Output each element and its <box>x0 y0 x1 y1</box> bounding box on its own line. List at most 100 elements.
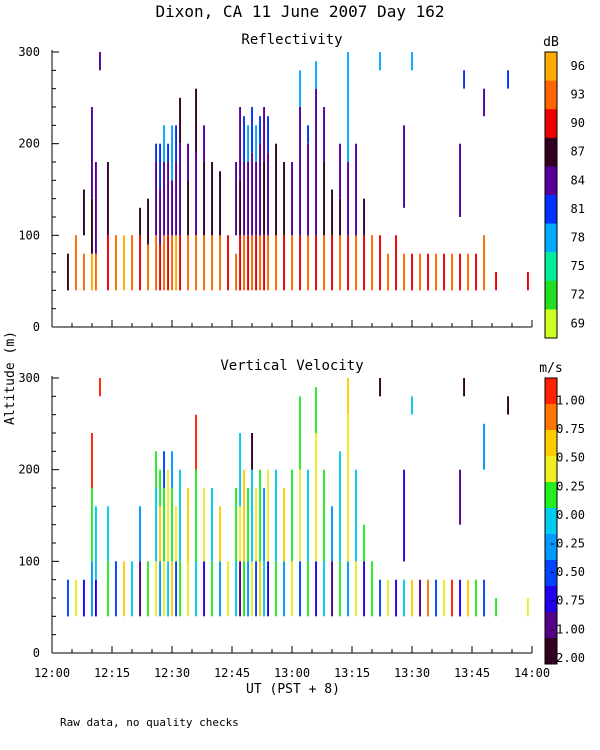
data-cell <box>379 52 381 71</box>
data-cell <box>263 561 265 617</box>
data-cell <box>527 272 529 291</box>
data-cell <box>115 561 117 617</box>
data-cell <box>247 235 249 291</box>
data-cell <box>275 235 277 291</box>
data-cell <box>443 579 445 617</box>
data-cell <box>107 561 109 617</box>
data-cell <box>267 561 269 617</box>
data-cell <box>235 162 237 236</box>
colorbar-swatch <box>545 508 557 535</box>
data-cell <box>331 235 333 291</box>
data-cell <box>403 579 405 617</box>
colorbar-label: 1.00 <box>556 393 585 407</box>
data-cell <box>495 272 497 291</box>
data-cell <box>171 451 173 488</box>
y-tick-label: 100 <box>18 228 40 242</box>
data-cell <box>347 561 349 617</box>
data-cell <box>163 451 165 488</box>
data-cell <box>347 162 349 236</box>
data-cell <box>163 125 165 162</box>
data-cell <box>255 162 257 236</box>
data-cell <box>239 235 241 291</box>
data-cell <box>187 143 189 181</box>
x-tick-label: 13:30 <box>394 666 430 680</box>
data-cell <box>263 162 265 236</box>
data-cell <box>387 579 389 617</box>
data-cell <box>355 469 357 562</box>
data-cell <box>95 162 97 254</box>
data-cell <box>395 235 397 291</box>
colorbar-swatch <box>545 534 557 561</box>
data-cell <box>355 143 357 236</box>
data-cell <box>179 97 181 144</box>
data-cell <box>403 253 405 291</box>
data-cell <box>483 423 485 470</box>
data-cell <box>167 561 169 617</box>
colorbar-frame <box>544 377 558 665</box>
data-cell <box>283 561 285 617</box>
data-cell <box>363 524 365 562</box>
data-cell <box>475 579 477 617</box>
data-cell <box>251 107 253 153</box>
data-cell <box>195 414 197 470</box>
data-cell <box>483 579 485 617</box>
footer-note: Raw data, no quality checks <box>60 716 239 729</box>
data-cell <box>255 125 257 162</box>
data-cell <box>299 396 301 470</box>
data-cell <box>167 162 169 236</box>
data-cell <box>211 162 213 236</box>
data-cell <box>463 70 465 89</box>
data-cell <box>195 469 197 562</box>
data-cell <box>315 433 317 562</box>
data-cell <box>235 488 237 562</box>
data-cell <box>459 143 461 217</box>
data-cell <box>163 235 165 291</box>
y-tick-label: 200 <box>18 463 40 477</box>
data-cell <box>283 235 285 291</box>
data-cell <box>403 125 405 208</box>
data-cell <box>347 235 349 291</box>
data-cell <box>131 561 133 617</box>
colorbar-swatch <box>545 586 557 613</box>
y-tick-label: 0 <box>33 320 40 334</box>
data-cell <box>167 469 169 562</box>
data-cell <box>179 143 181 236</box>
data-cell <box>211 235 213 291</box>
data-cell <box>419 579 421 617</box>
data-cell <box>527 598 529 617</box>
data-cell <box>443 253 445 291</box>
data-cell <box>459 469 461 525</box>
data-cell <box>323 469 325 562</box>
data-cell <box>451 579 453 617</box>
data-cell <box>243 469 245 562</box>
data-cell <box>299 70 301 107</box>
data-cell <box>411 253 413 291</box>
data-cell <box>267 235 269 291</box>
data-cell <box>411 52 413 71</box>
data-cell <box>219 506 221 562</box>
data-cell <box>347 414 349 562</box>
x-tick-label: 13:15 <box>334 666 370 680</box>
data-cell <box>155 451 157 488</box>
data-cell <box>227 561 229 617</box>
colorbar-swatch <box>545 309 557 339</box>
data-cell <box>179 469 181 562</box>
colorbar-label: 72 <box>571 288 585 302</box>
data-cell <box>427 253 429 291</box>
data-cell <box>91 561 93 617</box>
colorbar-swatch <box>545 560 557 587</box>
data-cell <box>435 253 437 291</box>
data-cell <box>299 107 301 236</box>
data-cell <box>263 235 265 291</box>
data-cell <box>507 396 509 415</box>
data-cell <box>147 244 149 291</box>
data-cell <box>239 433 241 507</box>
data-cell <box>339 198 341 236</box>
data-cell <box>403 469 405 562</box>
data-cell <box>123 561 125 617</box>
data-cell <box>283 488 285 562</box>
data-cell <box>203 488 205 562</box>
data-cell <box>291 469 293 562</box>
data-cell <box>203 561 205 617</box>
colorbar-unit: m/s <box>539 361 562 376</box>
